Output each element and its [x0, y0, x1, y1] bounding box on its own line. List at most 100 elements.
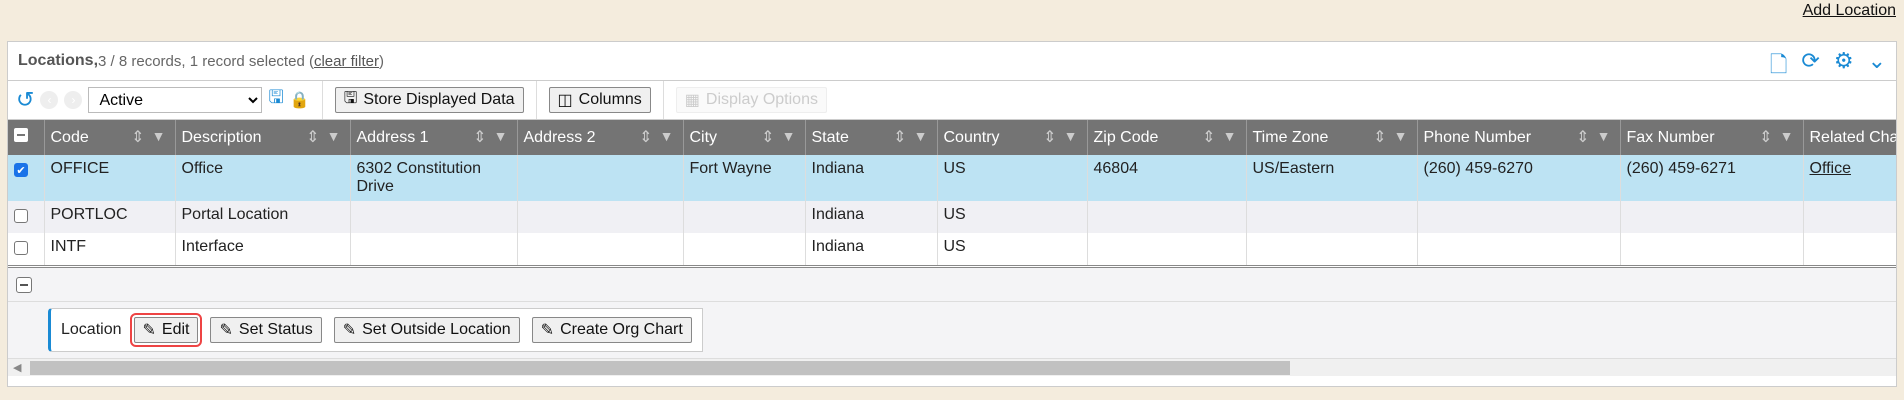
- cell-text: US: [943, 160, 966, 177]
- lock-icon[interactable]: 🔒: [289, 92, 310, 109]
- pencil-icon: ✎: [142, 322, 156, 339]
- cell-text: PORTLOC: [50, 206, 128, 223]
- column-header-zip-code[interactable]: Zip Code ⇕ ▼: [1087, 120, 1247, 155]
- collapse-button[interactable]: [16, 277, 32, 293]
- column-header-fax-number[interactable]: Fax Number ⇕ ▼: [1620, 120, 1804, 155]
- cell: Indiana: [805, 201, 938, 233]
- column-header-code[interactable]: Code ⇕ ▼: [44, 120, 176, 155]
- sort-icon[interactable]: ⇕: [761, 129, 775, 146]
- table-icon: ▦: [684, 92, 700, 109]
- scrollbar-thumb[interactable]: [30, 361, 1290, 375]
- column-header-related-cha[interactable]: Related Cha: [1803, 120, 1896, 155]
- label: Set Status: [238, 321, 313, 338]
- filter-icon[interactable]: ▼: [1393, 128, 1408, 144]
- cell-text: (260) 459-6270: [1423, 160, 1533, 177]
- filter-icon[interactable]: ▼: [659, 128, 674, 144]
- filter-icon[interactable]: ▼: [913, 128, 928, 144]
- column-header-state[interactable]: State ⇕ ▼: [805, 120, 938, 155]
- table-row[interactable]: PORTLOC Portal Location Indiana US: [8, 201, 1896, 233]
- cell: Office: [1803, 155, 1896, 201]
- edit-button[interactable]: ✎ Edit: [129, 313, 203, 347]
- save-icon: 🖫: [343, 89, 358, 107]
- sort-icon[interactable]: ⇕: [1202, 129, 1216, 146]
- table-row[interactable]: ✔ OFFICE Office 6302 Constitution Drive Fort…: [8, 155, 1896, 201]
- cell-text: US: [943, 206, 966, 223]
- label: Store Displayed Data: [363, 91, 515, 108]
- table-row[interactable]: INTF Interface Indiana US: [8, 233, 1896, 265]
- previous-icon[interactable]: ‹: [40, 91, 59, 109]
- cell: US: [937, 155, 1088, 201]
- new-document-icon[interactable]: 🗋: [1769, 52, 1788, 77]
- cell: INTF: [44, 233, 176, 265]
- save-icon[interactable]: 🖫: [268, 87, 284, 107]
- filter-icon[interactable]: ▼: [1596, 128, 1611, 144]
- column-header-description[interactable]: Description ⇕ ▼: [175, 120, 351, 155]
- column-header-address-1[interactable]: Address 1 ⇕ ▼: [350, 120, 518, 155]
- sort-icon[interactable]: ⇕: [306, 129, 320, 146]
- filter-icon[interactable]: ▼: [1222, 128, 1237, 144]
- cell: [517, 233, 684, 265]
- row-checkbox[interactable]: ✔: [14, 163, 28, 177]
- filter-select[interactable]: Active: [88, 87, 263, 113]
- add-location-link[interactable]: Add Location: [1802, 2, 1896, 19]
- cell: [1620, 201, 1804, 233]
- pencil-icon: ✎: [540, 322, 555, 339]
- display-options-button: ▦ Display Options: [675, 87, 827, 113]
- column-header-city[interactable]: City ⇕ ▼: [683, 120, 806, 155]
- scroll-left-icon[interactable]: ◀: [13, 362, 22, 374]
- related-link[interactable]: Office: [1809, 160, 1852, 177]
- refresh-icon[interactable]: ⟳: [1801, 48, 1820, 73]
- clear-filter-link[interactable]: clear filter: [313, 52, 379, 70]
- row-checkbox[interactable]: [14, 209, 28, 223]
- create-org-chart-button[interactable]: ✎ Create Org Chart: [531, 317, 692, 343]
- column-label: State: [811, 128, 849, 146]
- filter-icon[interactable]: ▼: [326, 128, 341, 144]
- cell: [1246, 201, 1418, 233]
- set-outside-location-button[interactable]: ✎ Set Outside Location: [333, 317, 520, 343]
- sort-icon[interactable]: ⇕: [131, 129, 145, 146]
- filter-icon[interactable]: ▼: [493, 128, 508, 144]
- column-header-phone-number[interactable]: Phone Number ⇕ ▼: [1417, 120, 1621, 155]
- sort-icon[interactable]: ⇕: [1759, 129, 1773, 146]
- sort-icon[interactable]: ⇕: [639, 129, 653, 146]
- cell: Portal Location: [175, 201, 351, 233]
- cell-text: US: [943, 238, 966, 255]
- sort-icon[interactable]: ⇕: [1373, 129, 1387, 146]
- next-icon[interactable]: ›: [64, 91, 83, 109]
- filter-icon[interactable]: ▼: [1779, 128, 1794, 144]
- cell: [350, 201, 518, 233]
- cell: Indiana: [805, 155, 938, 201]
- gear-icon[interactable]: ⚙: [1833, 48, 1854, 73]
- set-status-button[interactable]: ✎ Set Status: [210, 317, 322, 343]
- cell-text: Indiana: [811, 206, 865, 223]
- row-checkbox-cell[interactable]: ✔: [8, 155, 45, 201]
- sort-icon[interactable]: ⇕: [1576, 129, 1590, 146]
- chevron-down-icon[interactable]: ⌄: [1867, 48, 1886, 73]
- column-header-country[interactable]: Country ⇕ ▼: [937, 120, 1088, 155]
- filter-icon[interactable]: ▼: [151, 128, 166, 144]
- column-label: Description: [181, 128, 262, 146]
- horizontal-scrollbar[interactable]: ◀: [8, 358, 1896, 376]
- cell: [1087, 233, 1247, 265]
- cell: US: [937, 201, 1088, 233]
- row-checkbox[interactable]: [14, 241, 28, 255]
- filter-icon[interactable]: ▼: [1063, 128, 1078, 144]
- cell-text: Indiana: [811, 238, 865, 255]
- sort-icon[interactable]: ⇕: [1043, 129, 1057, 146]
- sort-icon[interactable]: ⇕: [893, 129, 907, 146]
- columns-button[interactable]: ◫ Columns: [548, 87, 651, 113]
- cell-text: Indiana: [811, 160, 865, 177]
- column-label: Country: [943, 128, 1000, 146]
- undo-icon[interactable]: ↺: [16, 87, 35, 112]
- store-displayed-data-button[interactable]: 🖫 Store Displayed Data: [334, 87, 524, 113]
- paren: ): [378, 52, 384, 70]
- sort-icon[interactable]: ⇕: [473, 129, 487, 146]
- select-all-checkbox[interactable]: [8, 120, 45, 155]
- column-header-address-2[interactable]: Address 2 ⇕ ▼: [517, 120, 684, 155]
- cell: [350, 233, 518, 265]
- row-checkbox-cell[interactable]: [8, 233, 45, 265]
- column-header-time-zone[interactable]: Time Zone ⇕ ▼: [1246, 120, 1418, 155]
- filter-icon[interactable]: ▼: [781, 128, 796, 144]
- cell: [683, 201, 806, 233]
- row-checkbox-cell[interactable]: [8, 201, 45, 233]
